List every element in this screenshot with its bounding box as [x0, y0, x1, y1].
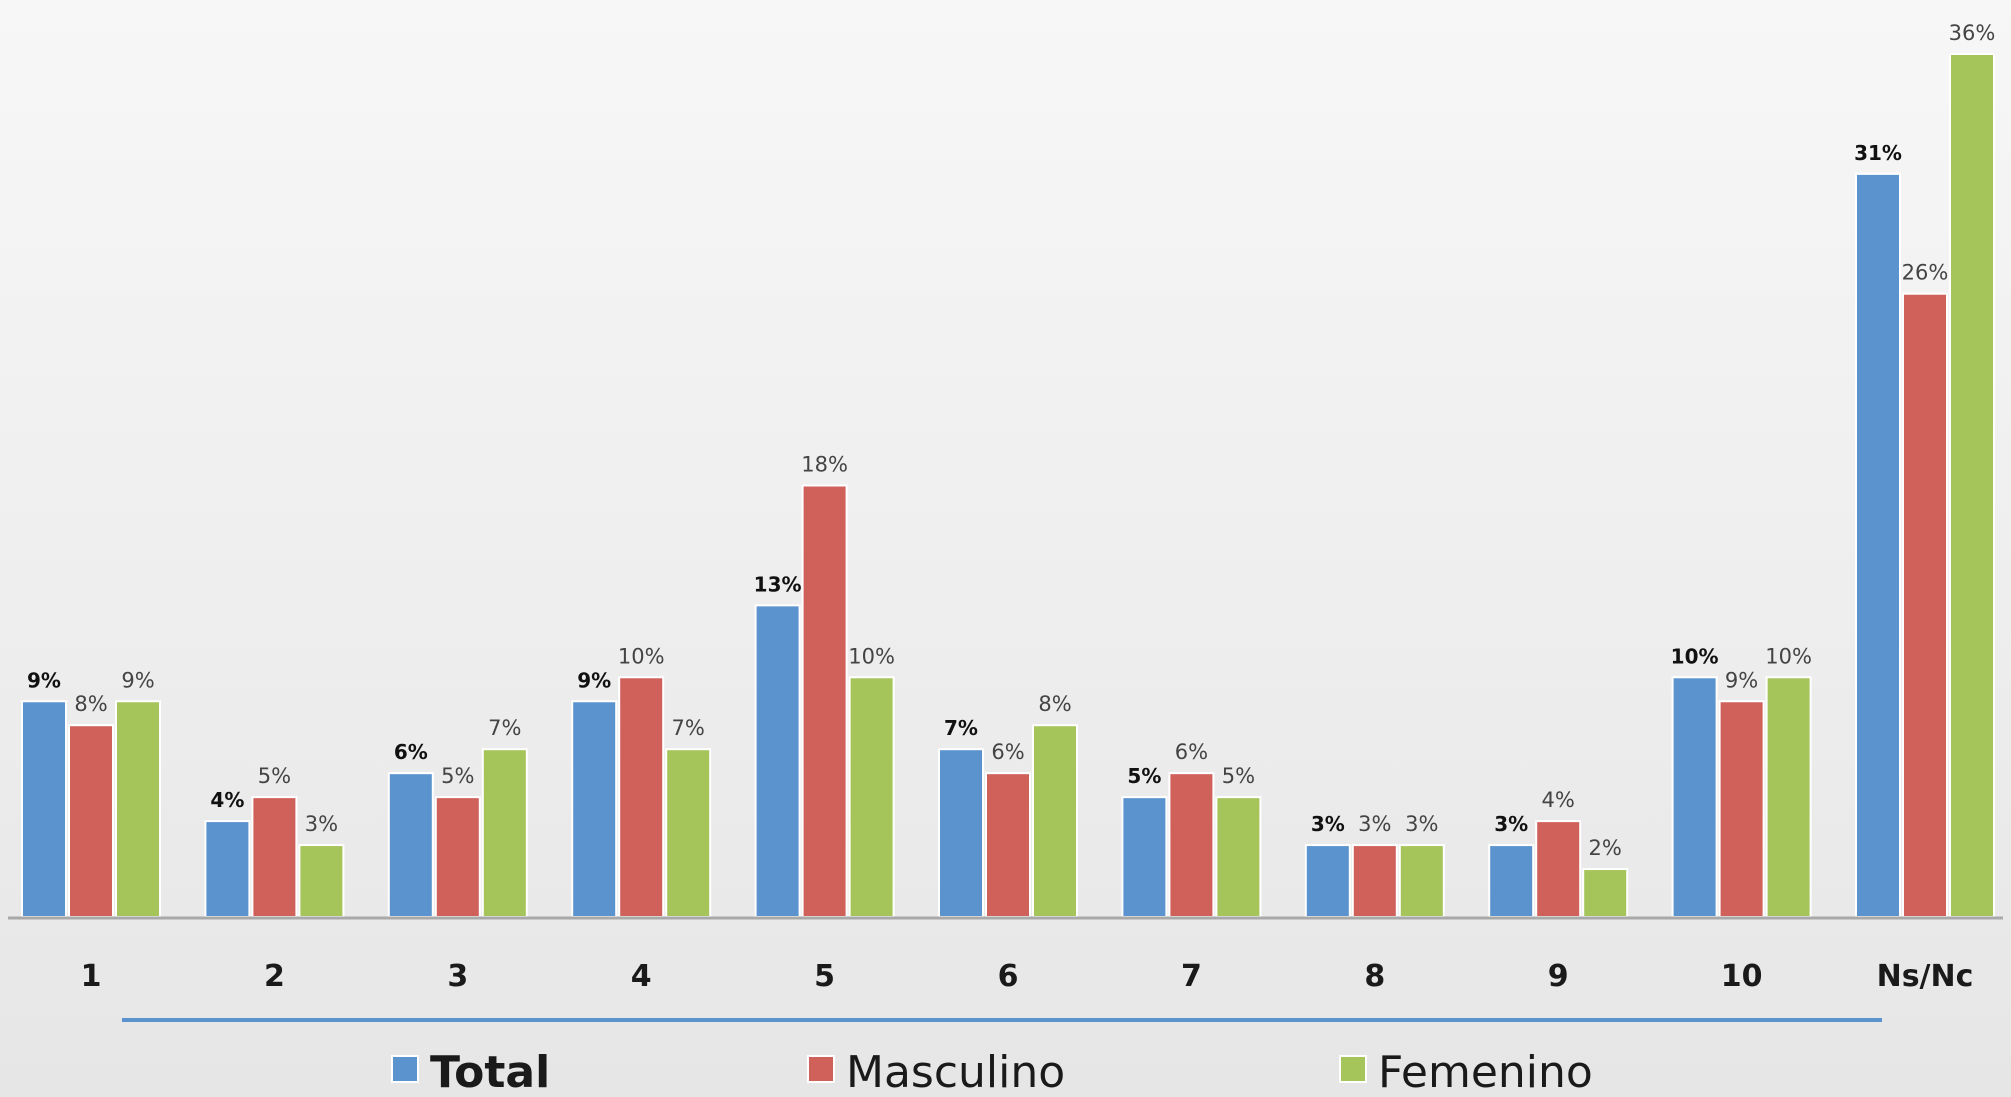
x-tick-label-5: 5	[814, 959, 835, 994]
data-label-femenino-1: 9%	[121, 668, 154, 692]
data-label-total-ns-nc: 31%	[1854, 141, 1902, 165]
data-label-total-1: 9%	[27, 668, 61, 692]
bar-masculino-4	[618, 676, 665, 918]
bar-masculino-1	[68, 724, 114, 918]
data-label-femenino-10: 10%	[1765, 644, 1812, 668]
data-label-femenino-9: 2%	[1589, 836, 1622, 860]
x-tick-label-7: 7	[1181, 959, 1202, 994]
data-label-masculino-ns-nc: 26%	[1902, 261, 1949, 285]
bar-femenino-5	[848, 676, 895, 918]
bar-femenino-2	[298, 844, 345, 918]
data-label-femenino-7: 5%	[1222, 764, 1255, 788]
x-tick-label-9: 9	[1548, 959, 1569, 994]
data-label-masculino-2: 5%	[258, 764, 291, 788]
x-tick-label-10: 10	[1721, 959, 1763, 994]
bar-total-5	[754, 604, 801, 918]
legend-label-femenino: Femenino	[1378, 1047, 1593, 1097]
data-label-total-8: 3%	[1311, 812, 1345, 836]
bar-femenino-ns-nc	[1949, 53, 1995, 918]
bars-layer	[21, 53, 1995, 919]
bar-total-2	[204, 820, 251, 918]
bar-total-3	[387, 772, 434, 919]
bar-masculino-3	[434, 796, 481, 919]
bar-total-9	[1488, 844, 1535, 918]
bar-femenino-7	[1215, 796, 1262, 919]
x-tick-label-ns-nc: Ns/Nc	[1877, 959, 1974, 994]
x-tick-label-4: 4	[631, 959, 652, 994]
data-label-femenino-5: 10%	[848, 644, 895, 668]
legend-label-total: Total	[430, 1047, 550, 1097]
x-tick-labels: 1 2 3 4 5 6 7 8 9 10 Ns/Nc	[81, 959, 1974, 994]
data-label-femenino-4: 7%	[672, 716, 705, 740]
data-label-masculino-8: 3%	[1358, 812, 1391, 836]
bar-total-ns-nc	[1855, 172, 1901, 919]
bar-total-7	[1121, 796, 1168, 919]
bar-total-10	[1671, 676, 1718, 918]
bar-femenino-3	[481, 748, 528, 919]
data-label-masculino-1: 8%	[74, 692, 107, 716]
legend-swatch-femenino	[1339, 1055, 1367, 1083]
bar-masculino-6	[985, 772, 1031, 919]
bar-femenino-10	[1765, 676, 1812, 918]
data-label-femenino-3: 7%	[488, 716, 521, 740]
bar-masculino-5	[801, 484, 848, 918]
bar-total-1	[21, 700, 67, 918]
data-label-total-7: 5%	[1127, 764, 1161, 788]
bar-masculino-ns-nc	[1902, 292, 1948, 918]
legend-label-masculino: Masculino	[846, 1047, 1065, 1097]
x-tick-label-2: 2	[264, 959, 285, 994]
legend-swatch-total	[391, 1055, 419, 1083]
bar-femenino-1	[115, 700, 161, 918]
bar-masculino-7	[1168, 772, 1215, 919]
data-label-femenino-6: 8%	[1038, 692, 1071, 716]
bar-masculino-10	[1718, 700, 1765, 918]
bar-total-8	[1304, 844, 1351, 918]
data-label-total-2: 4%	[210, 788, 244, 812]
data-label-masculino-3: 5%	[441, 764, 474, 788]
data-label-femenino-8: 3%	[1405, 812, 1438, 836]
bar-total-4	[571, 700, 618, 918]
bar-total-6	[938, 748, 984, 919]
bar-femenino-8	[1398, 844, 1445, 918]
data-label-masculino-5: 18%	[801, 453, 848, 477]
data-label-femenino-ns-nc: 36%	[1949, 21, 1996, 45]
data-label-total-5: 13%	[754, 572, 802, 596]
bar-femenino-9	[1582, 868, 1629, 918]
data-label-masculino-10: 9%	[1725, 668, 1758, 692]
data-label-masculino-7: 6%	[1175, 740, 1208, 764]
x-tick-label-3: 3	[447, 959, 468, 994]
data-label-total-9: 3%	[1494, 812, 1528, 836]
x-tick-label-8: 8	[1364, 959, 1385, 994]
data-label-femenino-2: 3%	[305, 812, 338, 836]
x-tick-label-6: 6	[998, 959, 1019, 994]
bar-femenino-4	[665, 748, 712, 919]
bar-femenino-6	[1032, 724, 1078, 918]
legend: Total Masculino Femenino	[391, 1047, 1593, 1097]
data-label-masculino-6: 6%	[991, 740, 1024, 764]
bar-masculino-8	[1351, 844, 1398, 918]
bar-masculino-2	[251, 796, 298, 919]
data-labels-layer: 9%8%9%4%5%3%6%5%7%9%10%7%13%18%10%7%6%8%…	[27, 21, 1995, 860]
data-label-total-3: 6%	[394, 740, 428, 764]
x-tick-label-1: 1	[81, 959, 102, 994]
data-label-total-10: 10%	[1671, 644, 1719, 668]
legend-swatch-masculino	[807, 1055, 835, 1083]
data-label-masculino-4: 10%	[618, 644, 665, 668]
data-label-total-4: 9%	[577, 668, 611, 692]
data-label-total-6: 7%	[944, 716, 978, 740]
bar-masculino-9	[1535, 820, 1582, 918]
data-label-masculino-9: 4%	[1542, 788, 1575, 812]
